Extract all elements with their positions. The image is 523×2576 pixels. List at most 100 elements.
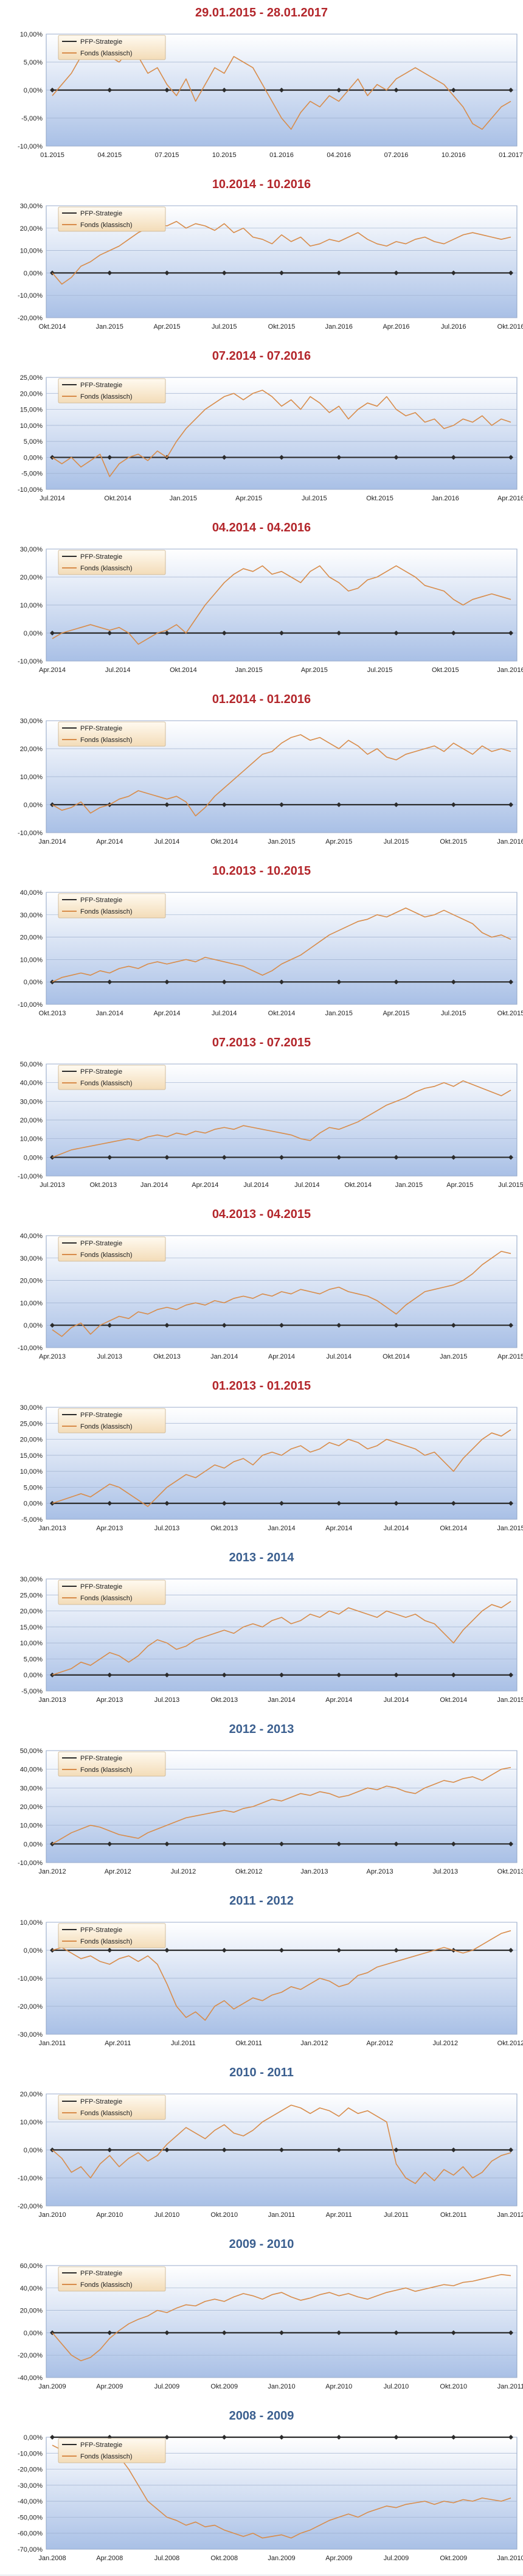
y-tick-label: -10,00%	[18, 830, 43, 837]
strategy-point	[451, 802, 456, 807]
strategy-point	[164, 1948, 170, 1953]
y-tick-label: -40,00%	[18, 2375, 43, 2382]
chart-panel: 2010 - 2011 -20,00% -10,00% 0,00% 10,00% 20,0…	[0, 2060, 523, 2232]
strategy-point	[508, 2330, 513, 2336]
x-tick-label: Jan.2008	[38, 2555, 66, 2562]
strategy-point	[393, 2147, 399, 2152]
strategy-point	[393, 1672, 399, 1678]
y-tick-label: 0,00%	[24, 87, 43, 94]
y-tick-label: 0,00%	[24, 1322, 43, 1329]
strategy-point	[164, 270, 170, 276]
strategy-point	[50, 88, 55, 93]
y-tick-label: 0,00%	[24, 1947, 43, 1955]
chart-svg: -10,00% 0,00% 10,00% 20,00% 30,00% 40,00% Apr.…	[18, 1233, 523, 1360]
strategy-point	[221, 631, 227, 635]
x-tick-label: Jul.2010	[154, 2211, 180, 2219]
y-tick-label: 40,00%	[20, 1080, 43, 1087]
y-tick-label: -30,00%	[18, 2482, 43, 2490]
series-line-fund	[52, 2104, 511, 2184]
x-tick-label: Jan.2012	[497, 2211, 523, 2219]
strategy-point	[107, 270, 113, 276]
legend-label-strategy: PFP-Strategie	[80, 725, 122, 732]
strategy-point	[107, 1500, 113, 1506]
legend-label-strategy: PFP-Strategie	[80, 1583, 122, 1591]
strategy-point	[107, 2147, 113, 2152]
x-tick-label: Apr.2015	[301, 667, 328, 674]
y-tick-label: 40,00%	[20, 2285, 43, 2292]
strategy-point	[508, 1500, 513, 1506]
strategy-point	[50, 1155, 55, 1160]
y-tick-label: 40,00%	[20, 889, 43, 897]
x-tick-label: Jan.2015	[497, 1525, 523, 1532]
x-tick-label: Okt.2014	[268, 1010, 296, 1017]
strategy-point	[279, 631, 284, 635]
y-tick-label: 30,00%	[20, 1576, 43, 1583]
y-tick-label: 10,00%	[20, 31, 43, 38]
x-tick-label: Okt.2013	[39, 1010, 66, 1017]
x-tick-label: Apr.2008	[96, 2555, 123, 2562]
x-tick-label: Apr.2015	[153, 323, 180, 331]
y-tick-label: 50,00%	[20, 1061, 43, 1068]
strategy-point	[279, 979, 284, 985]
chart-panel: 2009 - 2010 -40,00% -20,00% 0,00% 20,00% 40,0…	[0, 2231, 523, 2404]
chart-title: 07.2013 - 07.2015	[212, 1036, 311, 1049]
legend-label-fund: Fonds (klassisch)	[80, 2281, 133, 2289]
y-tick-label: 10,00%	[20, 1919, 43, 1927]
chart-panel: 10.2014 - 10.2016 -20,00% -10,00% 0,00% 10,0…	[0, 172, 523, 344]
x-tick-label: Jul.2013	[40, 1181, 65, 1189]
y-tick-label: 60,00%	[20, 2263, 43, 2270]
y-tick-label: -20,00%	[18, 2466, 43, 2474]
y-tick-label: 30,00%	[20, 1098, 43, 1105]
y-tick-label: 10,00%	[20, 1136, 43, 1143]
x-tick-label: Jan.2013	[38, 1525, 66, 1532]
x-tick-label: Okt.2014	[344, 1181, 372, 1189]
strategy-point	[50, 1500, 55, 1506]
strategy-point	[221, 270, 227, 276]
strategy-point	[164, 2435, 170, 2440]
y-tick-label: 0,00%	[24, 1841, 43, 1848]
chart-svg: -30,00% -20,00% -10,00% 0,00% 10,00% Jan.2011…	[18, 1919, 523, 2047]
chart-svg: -5,00% 0,00% 5,00% 10,00% 15,00% 20,00% 25,00%…	[20, 1576, 523, 1704]
y-tick-label: 0,00%	[24, 1500, 43, 1508]
y-tick-label: 5,00%	[24, 1484, 43, 1491]
series-line-fund	[52, 565, 511, 645]
y-tick-label: 0,00%	[24, 979, 43, 986]
y-tick-label: -70,00%	[18, 2546, 43, 2553]
strategy-point	[279, 270, 284, 276]
strategy-point	[393, 631, 399, 635]
y-tick-label: 10,00%	[20, 774, 43, 781]
x-tick-label: Apr.2015	[446, 1181, 473, 1189]
y-tick-label: 20,00%	[20, 1608, 43, 1615]
strategy-point	[279, 1500, 284, 1506]
x-tick-label: Jul.2011	[171, 2040, 196, 2047]
strategy-point	[508, 2147, 513, 2152]
strategy-point	[221, 455, 227, 460]
y-tick-label: -10,00%	[18, 1975, 43, 1983]
x-tick-label: Apr.2014	[268, 1353, 295, 1360]
y-tick-label: 30,00%	[20, 203, 43, 210]
strategy-point	[508, 631, 513, 635]
legend-label-fund: Fonds (klassisch)	[80, 2110, 133, 2117]
y-tick-label: 10,00%	[20, 1822, 43, 1830]
x-tick-label: Jul.2010	[384, 2383, 409, 2390]
x-tick-label: Jan.2014	[210, 1353, 238, 1360]
strategy-point	[279, 1323, 284, 1328]
chart-title: 04.2014 - 04.2016	[212, 521, 311, 534]
x-tick-label: Jan.2015	[395, 1181, 423, 1189]
x-tick-label: Apr.2009	[325, 2555, 352, 2562]
strategy-point	[393, 1323, 399, 1328]
chart-panel: 01.2014 - 01.2016 -10,00% 0,00% 10,00% 20,00…	[0, 687, 523, 859]
series-line-fund	[52, 907, 511, 982]
x-tick-label: Jul.2014	[105, 667, 131, 674]
x-tick-label: Jan.2010	[497, 2555, 523, 2562]
strategy-point	[279, 1155, 284, 1160]
strategy-point	[164, 802, 170, 807]
legend-label-fund: Fonds (klassisch)	[80, 1595, 133, 1602]
x-tick-label: Apr.2016	[497, 495, 523, 502]
strategy-point	[107, 979, 113, 985]
chart-title: 29.01.2015 - 28.01.2017	[195, 6, 328, 19]
strategy-point	[336, 2330, 342, 2336]
y-tick-label: 20,00%	[20, 2308, 43, 2315]
y-tick-label: 20,00%	[20, 574, 43, 581]
x-tick-label: 01.2017	[499, 152, 523, 159]
